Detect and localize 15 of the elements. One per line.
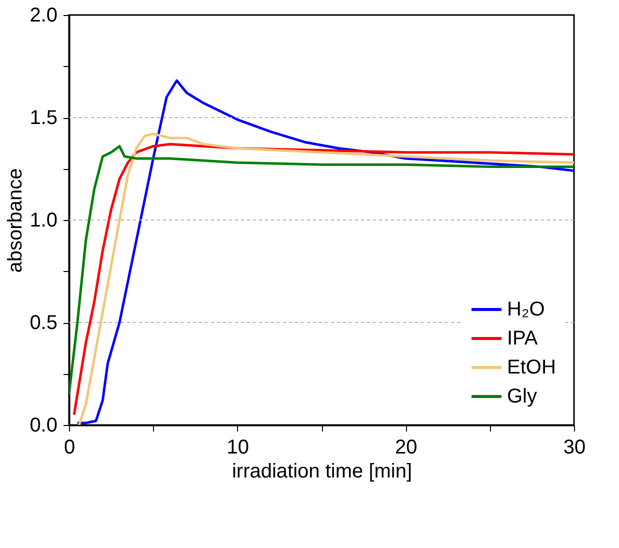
- y-tick-label: 1.5: [30, 107, 58, 129]
- legend-label: Gly: [507, 386, 537, 408]
- y-tick-label: 1.0: [30, 210, 58, 232]
- x-axis-title: irradiation time [min]: [232, 460, 412, 482]
- x-tick-label: 0: [64, 436, 76, 458]
- legend-label: H₂O: [507, 298, 545, 320]
- x-tick-label: 20: [395, 436, 418, 458]
- y-tick-label: 2.0: [30, 4, 58, 26]
- legend-label: EtOH: [507, 356, 556, 378]
- legend-label: IPA: [507, 328, 538, 350]
- x-tick-label: 10: [226, 436, 249, 458]
- y-tick-label: 0.0: [30, 414, 58, 436]
- y-axis-title: absorbance: [4, 168, 27, 273]
- x-tick-label: 30: [563, 436, 586, 458]
- y-tick-label: 0.5: [30, 312, 58, 334]
